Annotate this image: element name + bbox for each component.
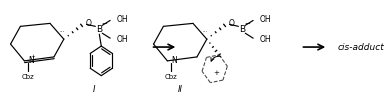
Text: OH: OH	[260, 15, 272, 24]
Text: cis-adduct: cis-adduct	[337, 43, 384, 52]
Text: Cbz: Cbz	[22, 74, 34, 80]
Text: N: N	[28, 56, 34, 65]
Text: Cbz: Cbz	[165, 74, 178, 80]
Text: B: B	[96, 25, 102, 34]
Text: ···: ···	[59, 29, 64, 34]
Text: OH: OH	[260, 35, 272, 44]
Text: OH: OH	[117, 15, 129, 24]
Text: II: II	[178, 85, 183, 94]
Text: −: −	[244, 21, 250, 27]
Text: B: B	[239, 25, 245, 34]
Text: O: O	[85, 19, 91, 28]
Text: O: O	[229, 19, 234, 28]
Text: I: I	[93, 85, 96, 94]
Text: +: +	[31, 54, 36, 59]
Text: ···: ···	[202, 29, 207, 34]
Text: −: −	[101, 21, 107, 27]
Text: +: +	[214, 70, 220, 76]
Text: N: N	[171, 56, 176, 65]
Text: OH: OH	[117, 35, 129, 44]
